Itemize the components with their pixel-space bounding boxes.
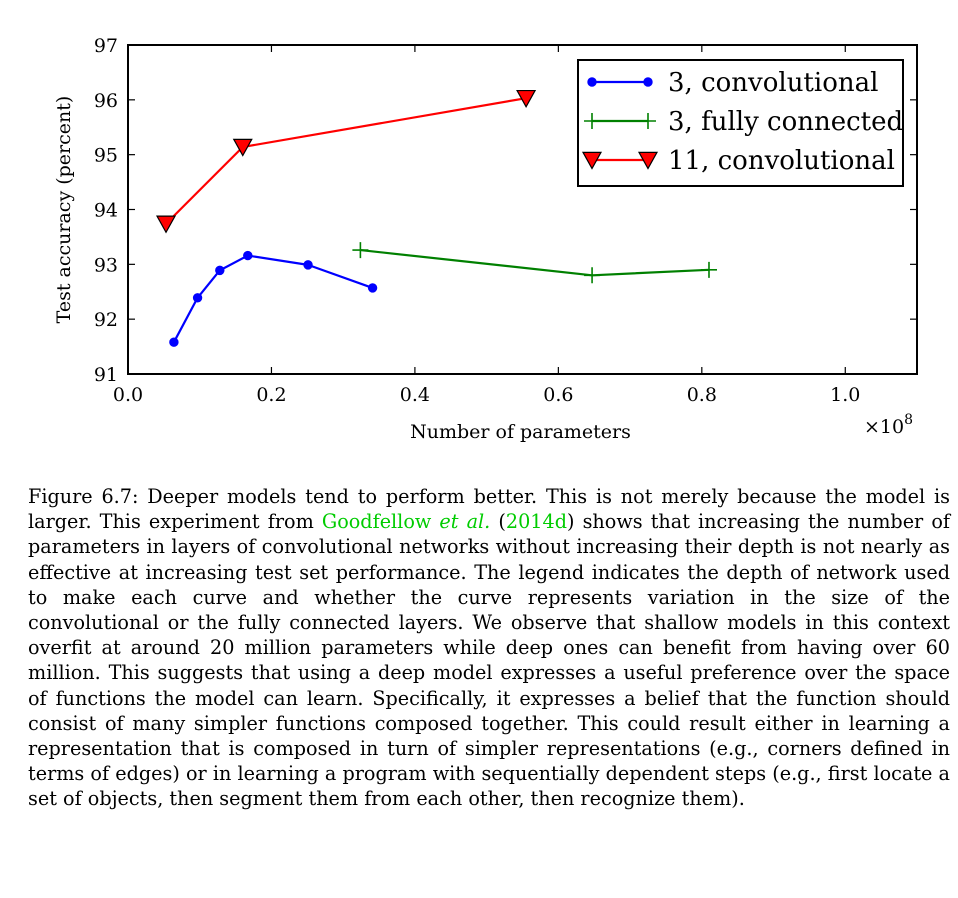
x-tick-label-5: 1.0 — [830, 384, 860, 406]
series-0-point-5 — [367, 283, 378, 293]
series-1-point-2 — [700, 261, 717, 278]
series-line-0 — [172, 254, 373, 343]
legend-label-0: 3, convolutional — [668, 68, 878, 98]
x-scale-multiplier: ×108 — [864, 412, 913, 438]
series-0-point-3 — [243, 250, 253, 261]
x-tick-label-0: 0.0 — [113, 384, 143, 406]
legend-label-1: 3, fully connected — [668, 107, 903, 137]
caption-body: shows that increasing the number of para… — [28, 510, 950, 811]
series-2-point-2 — [516, 89, 537, 108]
y-tick-label-0: 91 — [94, 364, 118, 386]
figure-caption: Figure 6.7: Deeper models tend to perfor… — [28, 484, 950, 812]
y-tick-label-2: 93 — [94, 254, 118, 276]
figure: 0.0 0.2 0.4 0.6 0.8 1.0 91 92 93 94 95 96 97 Number o… — [53, 35, 918, 443]
legend-label-2: 11, convolutional — [668, 146, 895, 176]
line-chart: 0.0 0.2 0.4 0.6 0.8 1.0 91 92 93 94 95 96 97 Number o… — [53, 35, 918, 443]
series-1-point-1 — [584, 267, 601, 284]
series-1-point-0 — [352, 242, 369, 259]
series-line-2 — [165, 97, 527, 225]
citation-etal-link[interactable]: et al. — [439, 510, 491, 534]
x-tick-label-1: 0.2 — [256, 384, 286, 406]
caption-prefix: Figure 6.7: Deeper models tend to perfor… — [28, 485, 950, 534]
legend-marker-a-0 — [587, 77, 597, 87]
legend-marker-b-2 — [637, 151, 659, 170]
plot-area — [155, 89, 717, 347]
citation-open-paren: ( — [490, 510, 506, 534]
citation-author-link[interactable]: Goodfellow — [321, 510, 440, 534]
x-tick-label-3: 0.6 — [543, 384, 573, 406]
series-0-point-4 — [303, 260, 313, 270]
y-axis-label: Test accuracy (percent) — [53, 96, 75, 324]
series-2-point-0 — [155, 215, 177, 234]
series-2-point-1 — [232, 138, 253, 157]
y-tick-label-3: 94 — [94, 200, 118, 222]
y-tick-label-4: 95 — [94, 145, 118, 167]
series-0-point-1 — [192, 293, 203, 303]
legend-marker-a-2 — [581, 151, 603, 170]
axes: 0.0 0.2 0.4 0.6 0.8 1.0 91 92 93 94 95 96 97 Number o… — [53, 35, 918, 443]
legend-marker-b-1 — [640, 113, 656, 129]
y-tick-label-1: 92 — [94, 309, 118, 331]
legend: 3, convolutional 3, fully connected 11, co… — [577, 59, 904, 187]
x-tick-label-4: 0.8 — [687, 384, 717, 406]
legend-marker-b-0 — [643, 77, 653, 87]
y-tick-label-5: 96 — [94, 90, 118, 112]
legend-marker-a-1 — [584, 113, 600, 129]
citation-year-link[interactable]: 2014d — [505, 510, 567, 534]
series-0-point-2 — [215, 265, 225, 276]
x-axis-label: Number of parameters — [410, 421, 631, 443]
x-tick-label-2: 0.4 — [400, 384, 430, 406]
citation-close-paren: ) — [566, 510, 575, 534]
series-0-point-0 — [169, 337, 179, 347]
series-line-1 — [360, 248, 710, 277]
y-tick-label-6: 97 — [94, 35, 118, 57]
